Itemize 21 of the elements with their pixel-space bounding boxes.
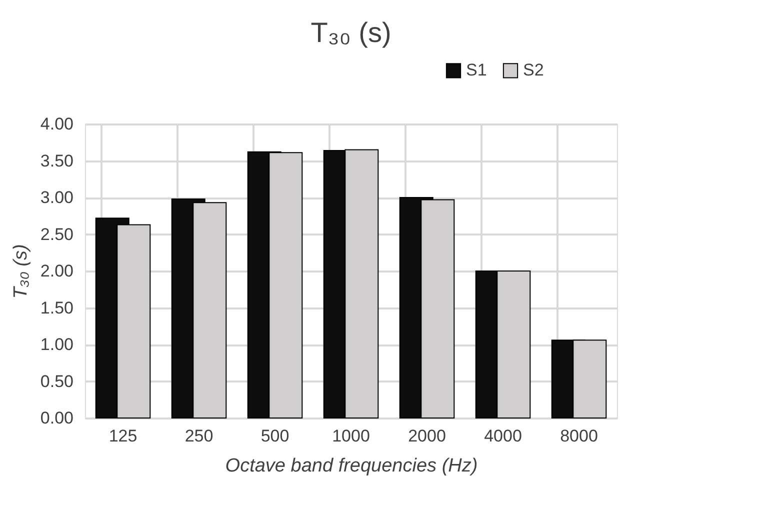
y-tick-label: 3.00 — [40, 188, 74, 207]
y-tick-label: 2.50 — [40, 224, 74, 244]
y-tick-label: 3.50 — [40, 151, 74, 170]
y-axis-title: T₃₀ (s) — [10, 244, 32, 299]
legend-label: S2 — [523, 60, 544, 80]
x-tick-label: 125 — [108, 426, 138, 446]
x-tick-label: 4000 — [484, 426, 522, 446]
y-tick-label: 0.00 — [40, 408, 74, 428]
legend-label: S1 — [466, 60, 487, 80]
x-tick-label: 8000 — [560, 426, 598, 446]
x-tick-label: 2000 — [408, 426, 446, 446]
y-tick-label: 4.00 — [40, 114, 74, 134]
y-tick-label: 2.00 — [40, 262, 74, 280]
x-tick-label: 500 — [260, 426, 290, 446]
y-tick-label: 1.50 — [40, 298, 74, 318]
x-tick-label: 250 — [184, 426, 214, 446]
chart-title: T₃₀ (s) — [310, 17, 392, 48]
x-axis-title: Octave band frequencies (Hz) — [225, 456, 478, 476]
y-tick-label: 0.50 — [40, 372, 74, 391]
y-tick-label: 1.00 — [40, 335, 74, 354]
x-tick-label: 1000 — [332, 426, 370, 446]
